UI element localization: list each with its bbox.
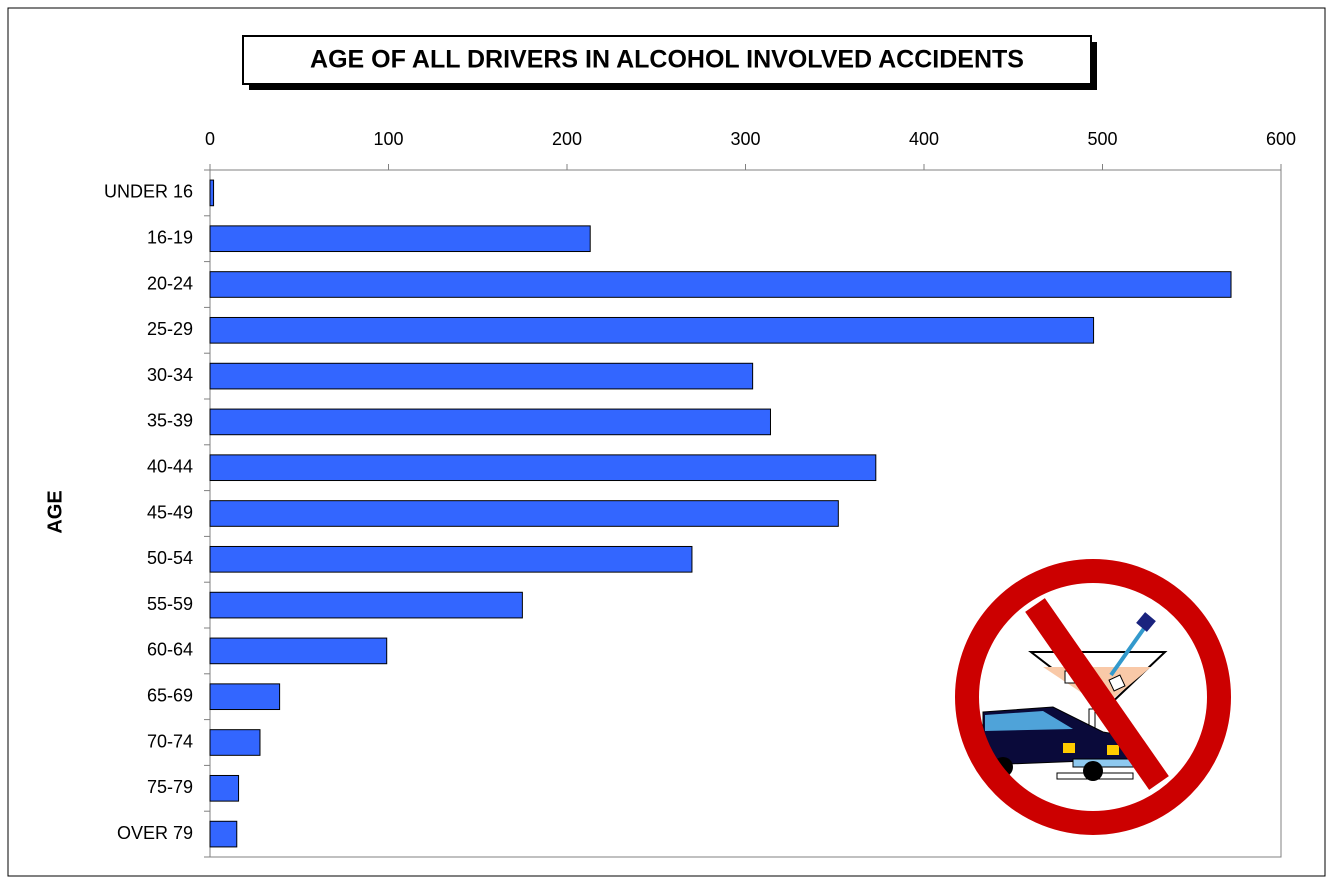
bar — [209, 637, 388, 665]
bar — [209, 362, 754, 390]
y-tick-label: 20-24 — [147, 273, 193, 293]
bar — [209, 545, 693, 573]
bar — [209, 316, 1095, 344]
y-tick-label: UNDER 16 — [104, 182, 193, 202]
bar — [209, 408, 771, 436]
y-tick-label: 55-59 — [147, 594, 193, 614]
bar — [209, 774, 240, 802]
y-tick-label: 16-19 — [147, 227, 193, 247]
y-tick-label: OVER 79 — [117, 823, 193, 843]
bar — [209, 271, 1232, 298]
y-axis-label: AGE — [44, 490, 66, 533]
x-tick-label: 0 — [205, 129, 215, 149]
y-tick-label: 40-44 — [147, 456, 193, 476]
y-tick-label: 35-39 — [147, 411, 193, 431]
bar — [209, 500, 839, 527]
x-tick-label: 400 — [909, 129, 939, 149]
y-tick-label: 60-64 — [147, 640, 193, 660]
x-tick-label: 100 — [373, 129, 403, 149]
x-tick-label: 500 — [1087, 129, 1117, 149]
y-tick-label: 25-29 — [147, 319, 193, 339]
x-tick-label: 300 — [730, 129, 760, 149]
bar — [209, 729, 261, 756]
y-tick-label: 45-49 — [147, 502, 193, 522]
y-tick-label: 30-34 — [147, 365, 193, 385]
title-box — [242, 35, 1092, 85]
no-drinking-icon — [955, 559, 1231, 835]
y-tick-label: 50-54 — [147, 548, 193, 568]
chart-title: AGE OF ALL DRIVERS IN ALCOHOL INVOLVED A… — [310, 46, 1024, 74]
x-tick-label: 600 — [1266, 129, 1296, 149]
bar — [209, 179, 215, 207]
bar — [209, 591, 523, 619]
x-tick-label: 200 — [552, 129, 582, 149]
bar — [209, 683, 281, 711]
bar — [209, 820, 238, 848]
bar — [209, 454, 877, 482]
y-tick-label: 70-74 — [147, 731, 193, 751]
y-tick-label: 75-79 — [147, 777, 193, 797]
bar — [209, 225, 591, 253]
y-tick-label: 65-69 — [147, 685, 193, 705]
